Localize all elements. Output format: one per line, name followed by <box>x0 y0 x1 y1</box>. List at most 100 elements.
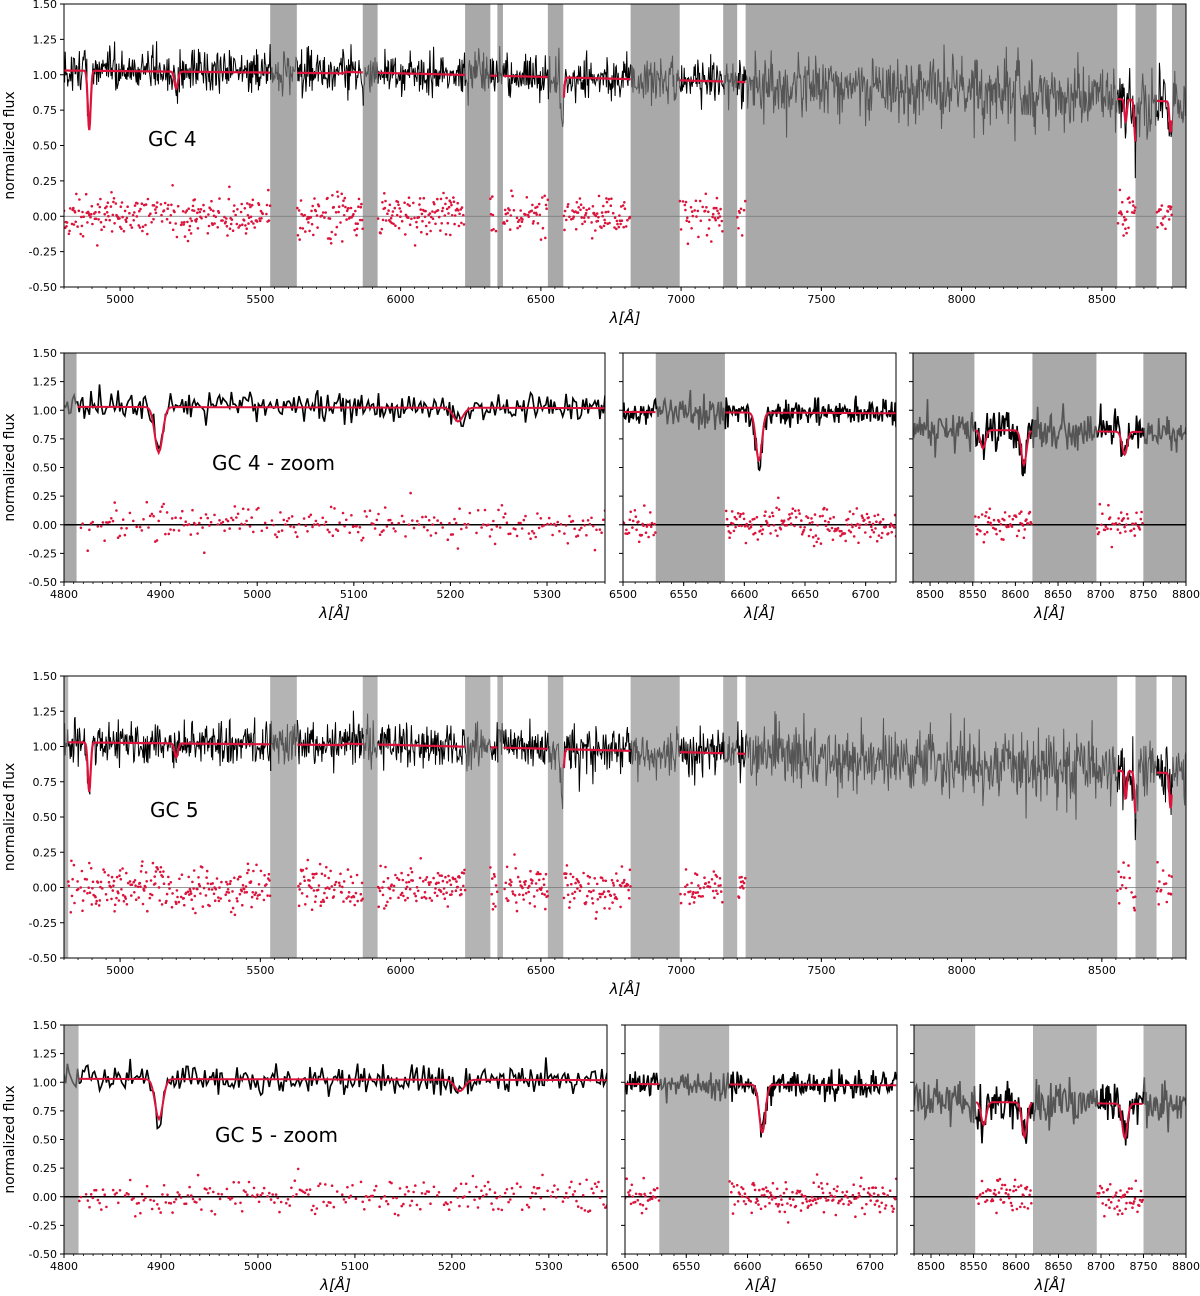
residual-point <box>261 212 265 216</box>
residual-point <box>539 872 542 876</box>
residual-point <box>578 528 581 532</box>
residual-point <box>279 511 282 514</box>
residual-point <box>534 1192 537 1195</box>
residual-point <box>250 516 253 519</box>
residual-point <box>251 1194 254 1197</box>
residual-point <box>707 881 711 884</box>
residual-point <box>79 886 82 889</box>
y-tick-label: 1.25 <box>33 33 58 46</box>
residual-point <box>167 882 171 886</box>
residual-point <box>1096 527 1099 530</box>
x-tick-label: 4900 <box>147 1260 175 1273</box>
residual-point <box>1101 1202 1104 1205</box>
residual-point <box>732 1185 736 1188</box>
residual-point <box>128 511 132 515</box>
residual-point <box>179 223 183 227</box>
residual-point <box>346 1185 349 1189</box>
residual-point <box>755 515 759 519</box>
residual-point <box>424 1192 427 1196</box>
residual-point <box>542 883 546 886</box>
model-spectrum <box>625 1083 897 1134</box>
residual-point <box>381 893 385 897</box>
residual-point <box>72 206 75 210</box>
residual-point <box>815 1201 818 1205</box>
residual-point <box>880 536 883 539</box>
y-tick-label: 0.50 <box>33 811 58 824</box>
residual-point <box>420 1192 424 1195</box>
residual-point <box>302 875 306 879</box>
residual-point <box>590 1187 593 1190</box>
residual-point <box>347 207 350 210</box>
residual-point <box>408 204 411 207</box>
residual-point <box>600 1189 604 1193</box>
residual-point <box>423 895 426 899</box>
x-axis-label: λ[Å] <box>609 979 641 998</box>
residual-point <box>316 226 319 229</box>
residual-point <box>150 512 154 516</box>
residual-point <box>497 1207 500 1211</box>
residual-point <box>454 889 458 892</box>
residual-point <box>456 547 460 550</box>
residual-point <box>605 197 608 200</box>
residual-point <box>1124 1207 1127 1211</box>
residual-point <box>199 516 203 520</box>
residual-point <box>191 907 195 910</box>
residual-point <box>1107 503 1110 507</box>
residual-point <box>631 519 635 523</box>
residual-point <box>540 886 543 890</box>
residual-point <box>160 213 163 217</box>
residual-point <box>492 228 495 231</box>
residual-point <box>286 1198 290 1201</box>
residual-point <box>242 887 246 891</box>
residual-point <box>527 532 531 535</box>
residual-point <box>573 527 576 531</box>
model-spectrum <box>64 69 1173 142</box>
residual-point <box>832 515 835 519</box>
panel-gc4-zoom-1: 4800 4900 5000 5100 5200 5300-0.50-0.250.000.… <box>2 347 606 622</box>
residual-point <box>245 519 248 523</box>
residual-point <box>1009 1201 1013 1205</box>
residual-point <box>464 1182 468 1186</box>
residual-point <box>165 899 168 903</box>
residual-point <box>493 1191 497 1194</box>
residual-point <box>243 207 247 210</box>
residual-point <box>81 909 84 913</box>
residual-point <box>701 895 704 898</box>
residual-point <box>170 905 174 909</box>
residual-point <box>629 885 632 888</box>
residual-point <box>307 1193 310 1196</box>
residual-point <box>424 897 428 900</box>
x-tick-label: 8500 <box>917 1260 945 1273</box>
residual-point <box>82 215 85 218</box>
x-tick-label: 6500 <box>611 1260 639 1273</box>
residual-point <box>204 894 208 897</box>
residual-point <box>1109 1183 1112 1186</box>
residual-point <box>91 887 94 890</box>
residual-point <box>468 511 472 515</box>
residual-point <box>289 525 292 528</box>
residual-point <box>429 534 433 537</box>
residual-point <box>713 206 716 210</box>
residual-point <box>212 892 216 896</box>
residual-point <box>424 224 428 228</box>
residual-point <box>1141 522 1144 525</box>
residual-point <box>541 892 544 895</box>
residual-point <box>537 202 541 206</box>
residual-point <box>87 212 90 215</box>
residual-point <box>324 211 328 214</box>
residual-point <box>1167 892 1170 895</box>
y-tick-label: 0.50 <box>33 140 58 153</box>
x-axis-label: λ[Å] <box>1034 1275 1066 1294</box>
residual-point <box>537 872 540 876</box>
residual-point <box>233 204 236 207</box>
residual-point <box>221 219 224 222</box>
residual-point <box>730 1190 733 1194</box>
residual-point <box>873 1203 877 1206</box>
residual-point <box>615 219 619 223</box>
residual-point <box>858 526 861 529</box>
residual-point <box>260 529 264 533</box>
residual-point <box>173 210 176 214</box>
x-tick-label: 8700 <box>1087 588 1115 601</box>
residual-point <box>444 875 447 879</box>
residual-point <box>563 228 566 232</box>
